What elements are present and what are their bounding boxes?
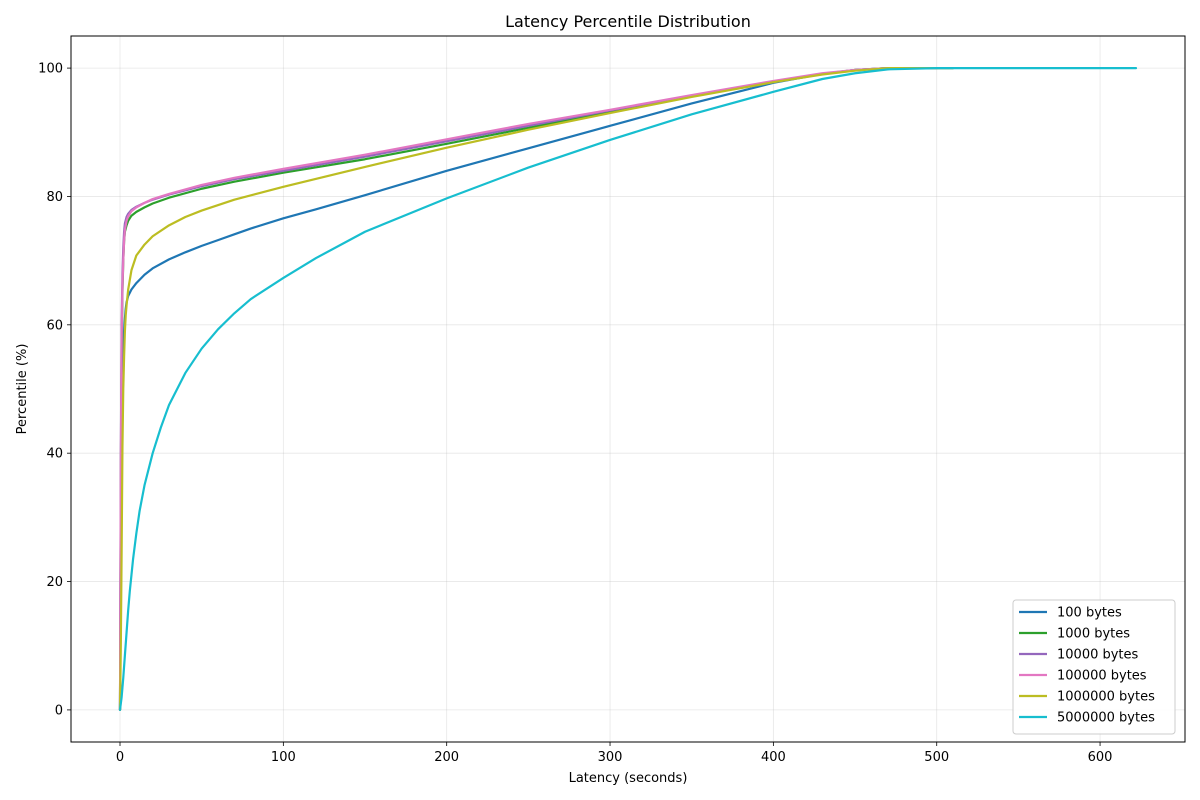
y-axis-label: Percentile (%) [15,344,30,435]
x-tick-label: 300 [598,750,623,765]
series-line-3 [118,66,938,712]
y-tick-label: 80 [46,190,63,205]
legend-label-2: 10000 bytes [1057,648,1139,663]
y-tick-label: 0 [55,703,63,718]
legend-label-0: 100 bytes [1057,606,1122,621]
y-tick-label: 60 [46,318,63,333]
x-tick-label: 400 [761,750,786,765]
x-tick-label: 600 [1088,750,1113,765]
x-tick-label: 100 [271,750,296,765]
series-line-4 [118,66,955,712]
x-tick-label: 200 [434,750,459,765]
legend-label-1: 1000 bytes [1057,627,1130,642]
legend-label-3: 100000 bytes [1057,669,1147,684]
series-lines [118,66,1138,712]
chart-title: Latency Percentile Distribution [505,12,751,31]
series-line-5 [118,66,1138,712]
legend-label-4: 1000000 bytes [1057,690,1155,705]
legend-box [1012,599,1176,735]
grid [71,36,1185,742]
legend: 100 bytes 1000 bytes 10000 bytes 100000 byt… [1012,599,1176,735]
x-axis-label: Latency (seconds) [569,771,688,786]
legend-label-5: 5000000 bytes [1057,711,1155,726]
plot-frame [70,35,1186,743]
y-tick-label: 20 [46,575,63,590]
axis-ticks: 0 100 200 300 400 500 600 0 20 40 60 80 100 [38,62,1112,765]
y-tick-label: 40 [46,447,63,462]
x-tick-label: 0 [116,750,124,765]
x-tick-label: 500 [924,750,949,765]
y-tick-label: 100 [38,62,63,77]
